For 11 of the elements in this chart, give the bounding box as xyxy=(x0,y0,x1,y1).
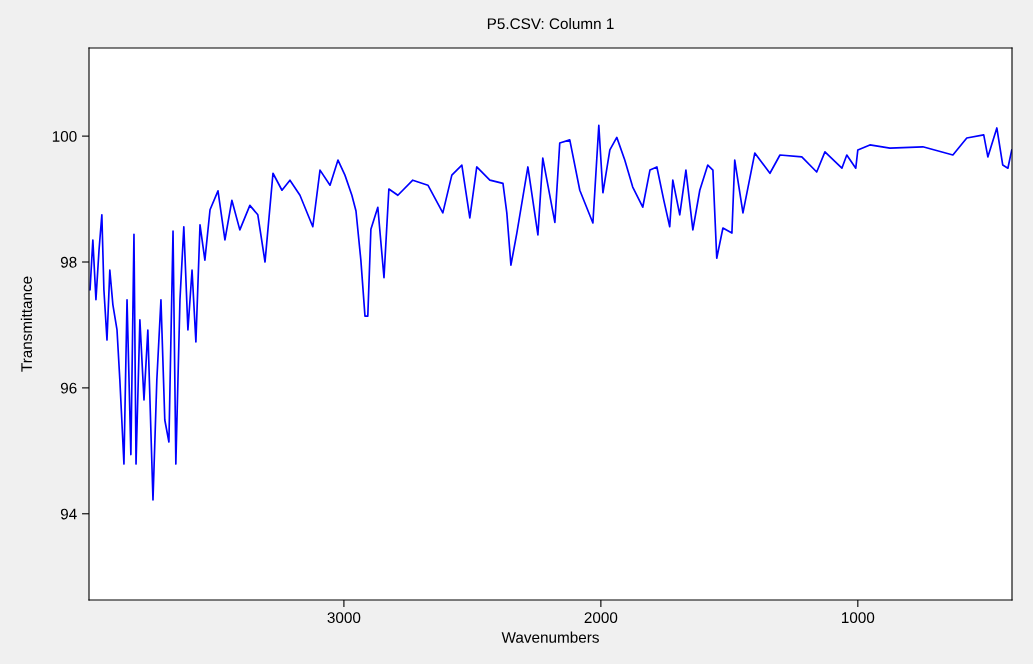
y-tick-label: 100 xyxy=(52,130,77,142)
y-tick-label: 96 xyxy=(60,382,77,394)
y-tick-label: 94 xyxy=(60,508,77,520)
x-tick-label: 2000 xyxy=(584,612,618,624)
chart-title: P5.CSV: Column 1 xyxy=(487,17,614,30)
x-tick-label: 3000 xyxy=(327,612,361,624)
y-tick-label: 98 xyxy=(60,256,77,268)
x-tick-label: 1000 xyxy=(842,612,875,624)
x-axis-title: Wavenumbers xyxy=(501,631,599,643)
y-axis-title: Transmittance xyxy=(20,276,33,372)
line-series xyxy=(89,124,1012,501)
